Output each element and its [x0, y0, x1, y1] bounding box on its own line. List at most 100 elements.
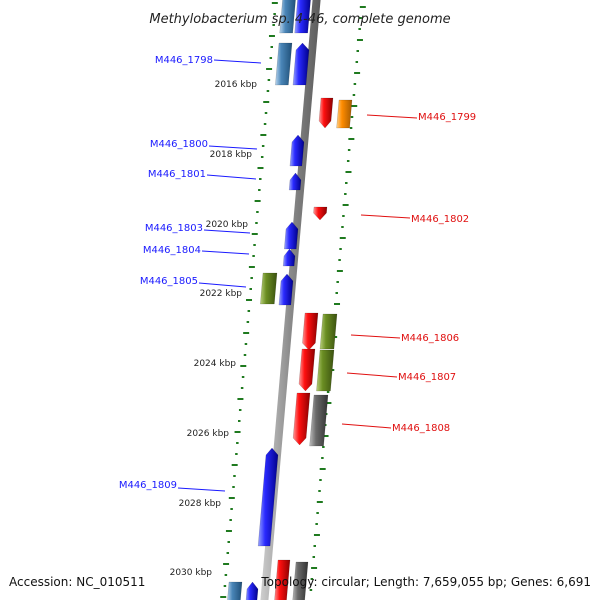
tick-mark — [356, 39, 363, 41]
tick-mark — [358, 28, 361, 30]
gene-M446_1808-gray[interactable] — [309, 394, 329, 447]
tick-mark — [336, 270, 343, 272]
tick-mark — [230, 508, 233, 510]
tick-mark — [255, 222, 258, 224]
tick-mark — [334, 303, 341, 305]
tick-mark — [350, 116, 354, 118]
tick-mark — [339, 237, 346, 239]
tick-mark — [266, 90, 270, 92]
gene-label-M446_1801[interactable]: M446_1801 — [148, 169, 206, 180]
gene-M446_1806[interactable] — [302, 312, 319, 351]
tick-mark — [312, 556, 316, 558]
gene-bottom-steel[interactable] — [227, 581, 243, 600]
gene-M446_1807[interactable] — [298, 348, 316, 392]
tick-mark — [240, 365, 247, 367]
callout-line — [206, 174, 257, 180]
tick-mark — [269, 57, 273, 59]
tick-mark — [313, 534, 320, 536]
tick-mark — [246, 321, 250, 323]
tick-mark — [336, 281, 339, 283]
tick-mark — [356, 50, 360, 52]
callout-line — [177, 487, 226, 492]
tick-mark — [258, 189, 261, 191]
gene-M446_1809[interactable] — [257, 447, 279, 547]
tick-mark — [355, 61, 359, 63]
tick-mark — [326, 391, 330, 393]
gene-M446_1807-olive[interactable] — [316, 349, 335, 392]
right-gene-labels: M446_1799 M446_1802 M446_1806 M446_1807 … — [341, 112, 476, 434]
gene-top-blue-a[interactable] — [294, 0, 311, 34]
gene-M446_1798[interactable] — [292, 42, 310, 86]
gene-M446_1803[interactable] — [283, 221, 299, 250]
tick-mark — [352, 94, 356, 96]
gene-label-M446_1802[interactable]: M446_1802 — [411, 214, 469, 225]
gene-label-M446_1798[interactable]: M446_1798 — [155, 55, 213, 66]
scale-label-2018: 2018 kbp — [210, 150, 253, 160]
gene-label-M446_1806[interactable]: M446_1806 — [401, 333, 459, 344]
gene-M446_1799[interactable] — [318, 97, 334, 129]
tick-mark — [353, 83, 357, 85]
gene-M446_1806-olive[interactable] — [319, 313, 338, 350]
gene-bottom-gray[interactable] — [292, 561, 309, 600]
gene-M446_1799-orange[interactable] — [336, 99, 353, 129]
tick-mark — [226, 552, 230, 554]
gene-label-M446_1799[interactable]: M446_1799 — [418, 112, 476, 123]
tick-mark — [252, 255, 255, 257]
gene-M446_1805[interactable] — [278, 273, 294, 306]
tick-mark — [243, 354, 247, 356]
genome-stats-text: Topology: circular; Length: 7,659,055 bp… — [260, 575, 591, 589]
scale-label-2016: 2016 kbp — [215, 80, 258, 90]
gene-bottom-red[interactable] — [274, 559, 291, 600]
gene-M446_1802[interactable] — [313, 206, 328, 221]
tick-mark — [249, 288, 252, 290]
tick-mark — [235, 453, 238, 455]
gene-features — [227, 0, 353, 600]
tick-mark — [232, 486, 235, 488]
tick-mark — [311, 567, 318, 569]
scale-labels: 2016 kbp 2018 kbp 2020 kbp 2022 kbp 2024… — [170, 80, 258, 578]
tick-mark — [223, 585, 227, 587]
gene-M446_1808[interactable] — [292, 392, 311, 446]
tick-mark — [243, 332, 250, 334]
callout-line — [350, 334, 401, 339]
scale-label-2020: 2020 kbp — [206, 220, 249, 230]
gene-M446_1805-olive[interactable] — [260, 272, 278, 305]
gene-label-M446_1800[interactable]: M446_1800 — [150, 139, 208, 150]
gene-M446_1804[interactable] — [282, 248, 296, 267]
gene-label-M446_1808[interactable]: M446_1808 — [392, 423, 450, 434]
tick-mark — [261, 145, 265, 147]
callout-line — [198, 282, 247, 288]
tick-mark — [223, 563, 230, 565]
gene-M446_1800[interactable] — [289, 134, 305, 167]
tick-mark — [231, 464, 238, 466]
tick-mark — [233, 475, 236, 477]
gene-label-M446_1807[interactable]: M446_1807 — [398, 372, 456, 383]
tick-mark — [310, 578, 314, 580]
tick-mark — [267, 79, 271, 81]
tick-mark — [335, 292, 338, 294]
tick-mark — [236, 442, 239, 444]
tick-mark — [342, 215, 345, 217]
tick-mark — [351, 105, 358, 107]
gene-M446_1798-steel[interactable] — [275, 42, 293, 86]
tick-mark — [344, 193, 347, 195]
gene-label-M446_1805[interactable]: M446_1805 — [140, 276, 198, 287]
tick-mark — [248, 266, 255, 268]
tick-mark — [349, 127, 353, 129]
gene-M446_1801[interactable] — [288, 172, 302, 191]
gene-top-steel-a[interactable] — [279, 0, 296, 34]
callout-line — [213, 59, 262, 64]
gene-label-M446_1803[interactable]: M446_1803 — [145, 223, 203, 234]
tick-mark — [342, 204, 349, 206]
gene-label-M446_1809[interactable]: M446_1809 — [119, 480, 177, 491]
callout-line — [341, 423, 392, 429]
gene-bottom-blue[interactable] — [245, 581, 259, 600]
gene-label-M446_1804[interactable]: M446_1804 — [143, 245, 201, 256]
tick-mark — [271, 2, 278, 4]
tick-mark — [246, 299, 253, 301]
tick-mark — [359, 17, 362, 19]
tick-mark — [260, 134, 267, 136]
tick-mark — [338, 259, 341, 261]
tick-mark — [319, 479, 322, 481]
tick-mark — [227, 541, 230, 543]
